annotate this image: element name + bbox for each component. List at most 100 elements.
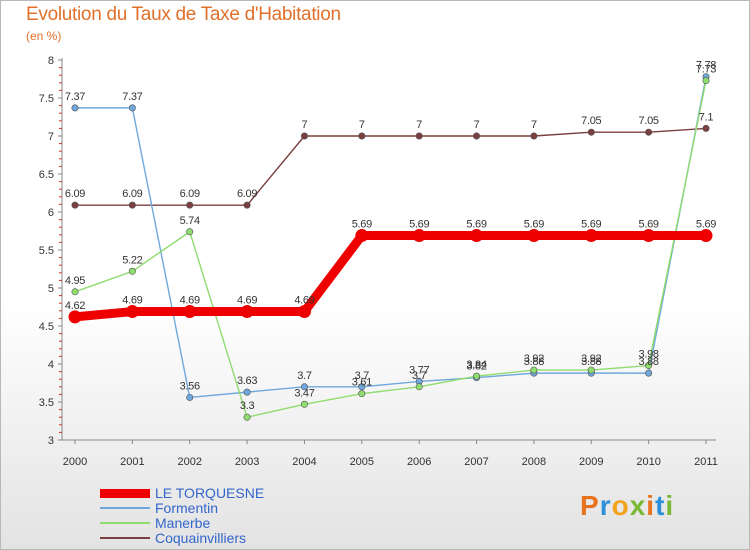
- data-point: [415, 383, 423, 391]
- y-tick-label: 4.5: [39, 321, 54, 333]
- chart-title: Evolution du Taux de Taxe d'Habitation: [26, 4, 341, 25]
- data-point: [587, 128, 595, 136]
- logo-letter: i: [646, 490, 656, 521]
- proxiti-logo: Proxiti: [580, 490, 674, 522]
- data-label: 7.05: [581, 115, 601, 127]
- legend-swatch: [100, 488, 150, 498]
- x-tick-label: 2005: [350, 456, 374, 468]
- data-label: 3.88: [524, 356, 544, 368]
- data-point: [412, 229, 426, 243]
- x-tick-label: 2010: [636, 456, 660, 468]
- data-point: [71, 288, 79, 296]
- x-tick-label: 2007: [464, 456, 488, 468]
- logo-letter: t: [655, 490, 666, 521]
- data-label: 3.92: [524, 353, 544, 365]
- data-label: 7.73: [696, 64, 716, 76]
- legend-swatch: [100, 507, 150, 509]
- series-line-0: [70, 231, 711, 322]
- legend-swatch: [100, 537, 150, 539]
- y-tick-label: 5.5: [39, 245, 54, 257]
- data-label: 3.77: [409, 364, 429, 376]
- data-label: 7: [416, 119, 422, 131]
- data-label: 4.69: [122, 295, 142, 307]
- data-point: [71, 104, 79, 112]
- data-label: 5.69: [352, 219, 372, 231]
- data-point: [470, 229, 484, 243]
- data-label: 6.09: [65, 188, 85, 200]
- data-label: 4.95: [65, 275, 85, 287]
- data-point: [473, 372, 481, 380]
- data-label: 7.05: [639, 115, 659, 127]
- y-tick-label: 7.5: [39, 93, 54, 105]
- data-label: 7: [302, 119, 308, 131]
- data-label: 7: [531, 119, 537, 131]
- data-point: [587, 366, 595, 374]
- data-label: 6.09: [237, 188, 257, 200]
- data-label: 7: [359, 119, 365, 131]
- data-point: [300, 400, 308, 408]
- x-tick-label: 2006: [407, 456, 431, 468]
- data-point: [473, 132, 481, 140]
- data-point: [240, 305, 254, 319]
- data-point: [355, 229, 369, 243]
- data-label: 7.37: [122, 91, 142, 103]
- x-tick-label: 2004: [292, 456, 316, 468]
- data-label: 3.47: [294, 387, 314, 399]
- data-point: [128, 267, 136, 275]
- legend-label: LE TORQUESNE: [155, 485, 265, 501]
- data-label: 3.88: [581, 356, 601, 368]
- logo-letter: x: [629, 490, 647, 521]
- x-tick-label: 2003: [235, 456, 259, 468]
- data-label: 6.09: [180, 188, 200, 200]
- data-point: [243, 201, 251, 209]
- data-point: [645, 362, 653, 370]
- data-label: 3.61: [352, 377, 372, 389]
- series-labels: 4.62 4.69 4.69 4.69 4.69 5.69 5.69 5.69 5.69 5.69…: [65, 60, 717, 412]
- data-point: [702, 124, 710, 132]
- data-point: [530, 366, 538, 374]
- data-point: [584, 229, 598, 243]
- data-label: 3.82: [466, 361, 486, 373]
- data-point: [415, 132, 423, 140]
- series-points: [68, 73, 713, 421]
- x-tick-label: 2002: [177, 456, 201, 468]
- data-point: [125, 305, 139, 319]
- data-label: 3.98: [639, 349, 659, 361]
- logo-letter: o: [611, 490, 630, 521]
- data-label: 5.22: [122, 254, 142, 266]
- data-point: [71, 201, 79, 209]
- logo-letter: P: [580, 490, 600, 521]
- data-point: [645, 128, 653, 136]
- y-tick-label: 3: [48, 435, 54, 447]
- data-label: 5.69: [639, 219, 659, 231]
- data-point: [186, 228, 194, 236]
- data-label: 5.74: [180, 215, 200, 227]
- data-point: [358, 390, 366, 398]
- y-tick-label: 4: [48, 359, 54, 371]
- data-label: 3.84: [466, 359, 486, 371]
- y-tick-label: 6: [48, 207, 54, 219]
- data-label: 3.7: [355, 370, 370, 382]
- data-point: [243, 388, 251, 396]
- y-tick-label: 8: [48, 55, 54, 67]
- data-label: 5.69: [409, 219, 429, 231]
- y-tick-label: 5: [48, 283, 54, 295]
- data-label: 6.09: [122, 188, 142, 200]
- data-point: [645, 369, 653, 377]
- data-label: 3.88: [639, 356, 659, 368]
- data-point: [358, 383, 366, 391]
- x-tick-label: 2011: [694, 456, 718, 468]
- data-point: [128, 201, 136, 209]
- x-tick-label: 2000: [63, 456, 87, 468]
- legend-label: Manerbe: [155, 515, 211, 531]
- series-lines: [70, 76, 711, 418]
- data-label: 5.69: [696, 219, 716, 231]
- chart-subtitle: (en %): [26, 29, 62, 43]
- data-point: [642, 229, 656, 243]
- data-point: [300, 383, 308, 391]
- data-point: [530, 132, 538, 140]
- data-label: 3.92: [581, 353, 601, 365]
- series-line-1: [74, 76, 707, 399]
